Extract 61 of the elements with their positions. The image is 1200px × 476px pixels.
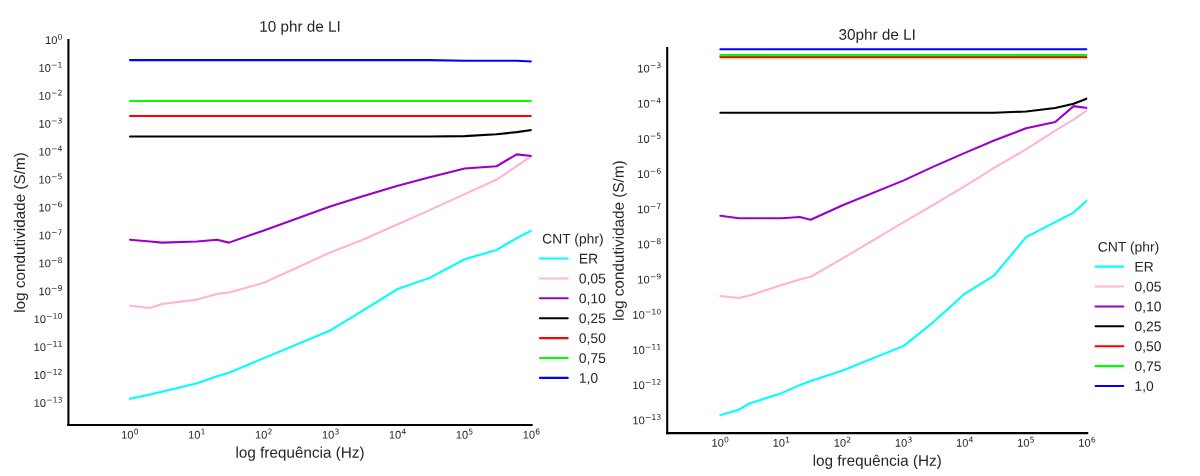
x-tick-label: 10$^{3}$	[895, 436, 912, 447]
y-tick-label: 10$^{−13}$	[633, 414, 661, 425]
y-axis-title: log condutividade (S/m)	[13, 153, 29, 312]
y-tick-label: 10$^{−8}$	[638, 238, 661, 249]
chart-title: 10 phr de LI	[260, 20, 340, 35]
legend-label: 0,75	[579, 353, 606, 365]
y-tick-label: 10$^{0}$	[45, 33, 62, 45]
y-tick-label: 10$^{−3}$	[39, 117, 62, 128]
x-tick-label: 10$^{3}$	[322, 428, 339, 439]
x-tick-label: 10$^{2}$	[255, 428, 272, 439]
legend-label: 0,25	[579, 313, 606, 325]
legend-label: ER	[579, 253, 598, 264]
chart-title: 30phr de LI	[839, 28, 915, 43]
x-tick-label: 10$^{6}$	[523, 428, 540, 439]
legend-label: 0,10	[579, 293, 606, 305]
legend-label: 0,10	[1134, 301, 1161, 314]
y-tick-label: 10$^{−8}$	[39, 257, 62, 268]
legend-label: 1,0	[1135, 381, 1154, 393]
x-tick-label: 10$^{4}$	[389, 428, 406, 439]
x-axis-title: log frequência (Hz)	[236, 446, 364, 461]
y-tick-label: 10$^{−10}$	[34, 313, 62, 324]
y-tick-label: 10$^{−5}$	[638, 132, 661, 143]
x-tick-label: 10$^{2}$	[834, 436, 851, 447]
x-tick-label: 10$^{1}$	[188, 428, 205, 439]
y-tick-label: 10$^{−10}$	[633, 308, 661, 319]
legend-title: CNT (phr)	[1098, 241, 1159, 255]
y-tick-label: 10$^{−7}$	[39, 229, 62, 240]
legend-label: 0,05	[579, 273, 606, 286]
y-tick-label: 10$^{−7}$	[638, 203, 661, 214]
legend-label: ER	[1135, 261, 1154, 272]
x-tick-label: 10$^{5}$	[456, 428, 473, 439]
legend-label: 0,25	[1134, 321, 1161, 333]
y-tick-label: 10$^{−1}$	[39, 61, 62, 72]
x-tick-label: 10$^{0}$	[121, 428, 139, 439]
y-tick-label: 10$^{−9}$	[39, 285, 62, 296]
x-axis-title: log frequência (Hz)	[813, 454, 941, 469]
y-tick-label: 10$^{−4}$	[39, 145, 63, 156]
y-axis-title: log condutividade (S/m)	[612, 161, 627, 320]
legend-label: 0,75	[1134, 361, 1161, 373]
y-tick-label: 10$^{−6}$	[39, 201, 62, 212]
legend-title: CNT (phr)	[542, 233, 603, 247]
y-tick-label: 10$^{−3}$	[638, 62, 661, 73]
x-tick-label: 10$^{4}$	[956, 436, 974, 447]
legend-label: 0,50	[1134, 341, 1161, 353]
y-tick-label: 10$^{−11}$	[34, 341, 62, 352]
y-tick-label: 10$^{−5}$	[39, 173, 62, 184]
y-tick-label: 10$^{−9}$	[638, 273, 661, 284]
y-tick-label: 10$^{−11}$	[633, 343, 661, 354]
legend-label: 0,05	[1134, 281, 1161, 294]
x-tick-label: 10$^{6}$	[1079, 436, 1096, 447]
y-tick-label: 10$^{−12}$	[34, 368, 62, 379]
y-tick-label: 10$^{−4}$	[638, 97, 661, 108]
y-tick-label: 10$^{−12}$	[633, 379, 661, 390]
x-tick-label: 10$^{5}$	[1018, 436, 1034, 447]
y-tick-label: 10$^{−2}$	[39, 89, 62, 100]
legend-label: 1,0	[579, 373, 598, 385]
y-tick-label: 10$^{−6}$	[638, 167, 661, 179]
y-tick-label: 10$^{−13}$	[34, 396, 62, 407]
x-tick-label: 10$^{0}$	[712, 436, 729, 447]
x-tick-label: 10$^{1}$	[773, 436, 790, 447]
legend-label: 0,50	[579, 333, 606, 345]
